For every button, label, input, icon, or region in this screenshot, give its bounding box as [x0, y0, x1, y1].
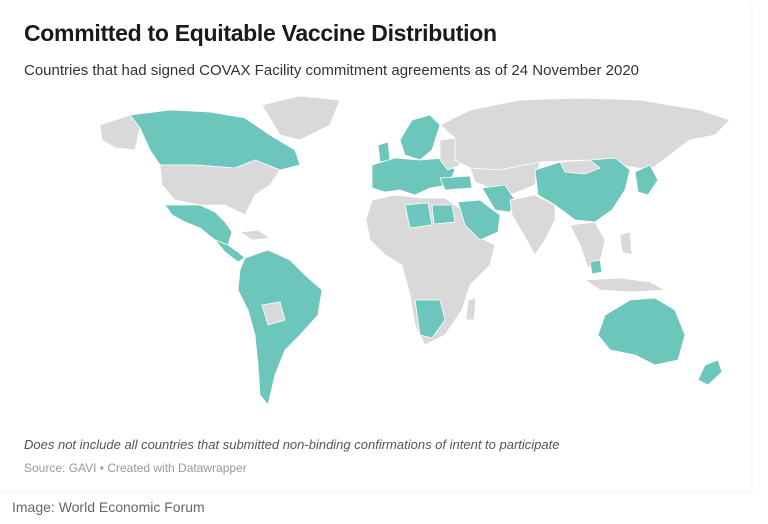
chart-note: Does not include all countries that subm… — [24, 437, 560, 452]
southern-africa — [414, 299, 446, 339]
turkey — [439, 175, 473, 191]
egypt — [431, 204, 456, 225]
chart-subtitle: Countries that had signed COVAX Facility… — [24, 62, 640, 79]
uk — [377, 141, 391, 163]
mongolia — [559, 159, 601, 175]
chart-card: Committed to Equitable Vaccine Distribut… — [24, 20, 730, 475]
arabia — [457, 199, 501, 241]
chart-source: Source: GAVI • Created with Datawrapper — [24, 461, 247, 475]
australia — [597, 297, 686, 366]
scandinavia — [399, 114, 441, 161]
russia — [439, 97, 731, 171]
chart-title: Committed to Equitable Vaccine Distribut… — [24, 20, 497, 46]
india — [509, 194, 556, 256]
greenland — [261, 95, 341, 141]
philippines — [619, 231, 633, 256]
korea-japan — [634, 164, 659, 196]
bolivia — [261, 301, 286, 326]
libya — [404, 202, 433, 229]
central-asia — [469, 161, 541, 196]
usa — [159, 159, 281, 216]
madagascar — [465, 297, 477, 321]
image-credit: Image: World Economic Forum — [12, 499, 205, 515]
mexico — [164, 204, 233, 246]
south-america — [237, 249, 323, 406]
central-america — [213, 239, 246, 263]
europe — [371, 157, 456, 196]
new-zealand — [697, 359, 723, 386]
malaysia — [589, 259, 603, 275]
caribbean — [238, 229, 272, 241]
world-map — [99, 95, 731, 406]
africa — [365, 194, 496, 346]
indonesia — [583, 277, 667, 293]
